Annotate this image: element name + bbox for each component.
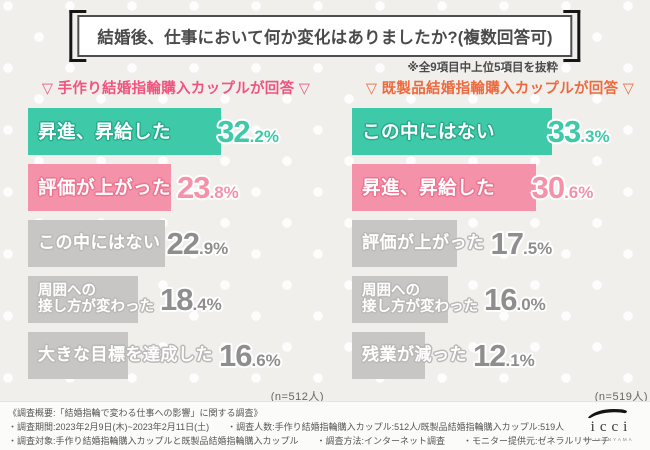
bar-label: 周囲への 接し方が変わった [362,282,478,315]
bar-fill [28,220,166,267]
note-text: ※全9項目中上位5項目を抜粋 [407,62,558,74]
bar-value-integer: 18 [160,282,193,317]
bar-row: 周囲への 接し方が変わった 16.0% [352,276,648,323]
bar-row: 昇進、昇給した 30.6% [352,164,648,211]
bar-value-decimal: .6% [251,351,281,370]
bar-fill [352,220,457,267]
bar-row: この中にはない 22.9% [28,220,324,267]
bar-overlay: 評価が上がった 23.8% [28,164,324,211]
bar-label: 昇進、昇給した [362,176,496,198]
bar-value: 32.2% [217,116,279,147]
bar-value-integer: 32 [217,114,250,149]
bar-label: 大きな目標を達成した [38,345,213,365]
title-bracket-left [69,10,87,62]
bar-overlay: 昇進、昇給した 32.2% [28,108,324,155]
chart-readymade-couples: ▽ 既製品結婚指輪購入カップルが回答 ▽ この中にはない 33.3% 昇進、昇給した… [352,78,648,404]
bar-label: 評価が上がった [362,233,485,253]
bar-fill [352,108,552,155]
bar-overlay: この中にはない 33.3% [352,108,648,155]
chart-header: ▽ 既製品結婚指輪購入カップルが回答 ▽ [365,81,635,97]
bar-value-decimal: .4% [192,295,222,314]
title-block: 結婚後、仕事において何か変化はありましたか?(複数回答可) [69,10,581,62]
logo-wordmark: icci [590,419,633,435]
bar-fill [28,108,222,155]
bar-row: 周囲への 接し方が変わった 18.4% [28,276,324,323]
page-title: 結婚後、仕事において何か変化はありましたか?(複数回答可) [77,15,573,57]
bar-overlay: 周囲への 接し方が変わった 18.4% [28,276,324,323]
bar-overlay: 昇進、昇給した 30.6% [352,164,648,211]
bar-value-integer: 23 [177,170,210,205]
bar-row: 残業が減った 12.1% [352,332,648,379]
bar-row: 昇進、昇給した 32.2% [28,108,324,155]
bar-overlay: 大きな目標を達成した 16.6% [28,332,324,379]
bar-value-decimal: .8% [209,183,239,202]
sample-size: (n=512人) [270,391,324,403]
bar-overlay: 周囲への 接し方が変わった 16.0% [352,276,648,323]
bar-fill [28,276,139,323]
bar-value-decimal: .1% [505,351,535,370]
bar-fill [352,332,425,379]
chart-handmade-couples: ▽ 手作り結婚指輪購入カップルが回答 ▽ 昇進、昇給した 32.2% 評価が上がった… [28,78,324,404]
brush-stroke-icon [588,408,628,419]
bar-rows: 昇進、昇給した 32.2% 評価が上がった 23.8% この中にはない 22.9% 周囲への… [28,108,324,379]
bar-value-decimal: .5% [522,239,553,258]
bar-label: 残業が減った [362,345,467,365]
survey-period-count: ・調査期間:2023年2月9日(木)~2023年2月11日(土) ・調査人数:手… [8,421,565,432]
bar-value: 30.6% [532,172,594,203]
bar-value: 23.8% [177,172,239,203]
bar-value-decimal: .9% [198,239,229,258]
bar-overlay: 評価が上がった 17.5% [352,220,648,267]
bar-row: 評価が上がった 23.8% [28,164,324,211]
bar-value: 17.5% [491,228,553,259]
bar-label: この中にはない [362,120,496,142]
logo-subtext: DAIKANYAMA [584,437,634,442]
bar-value: 18.4% [160,284,222,315]
survey-footer: 《調査概要:「結婚指輪で変わる仕事への影響」に関する調査》 ・調査期間:2023… [0,401,650,450]
bar-value-integer: 22 [166,226,200,261]
bar-row: 評価が上がった 17.5% [352,220,648,267]
bar-value-integer: 33 [547,114,581,149]
bar-fill [352,164,536,211]
bar-value-integer: 12 [473,338,506,373]
bar-label: この中にはない [38,233,161,253]
title-bracket-right [563,10,581,62]
bar-label: 周囲への 接し方が変わった [38,282,154,315]
sample-size: (n=519人) [594,391,648,403]
bar-label: 昇進、昇給した [38,120,172,142]
bar-row: 大きな目標を達成した 16.6% [28,332,324,379]
bar-overlay: 残業が減った 12.1% [352,332,648,379]
bar-value: 16.0% [484,284,546,315]
chart-header: ▽ 手作り結婚指輪購入カップルが回答 ▽ [41,81,311,97]
bar-value-integer: 16 [484,282,517,317]
survey-method: ・調査対象:手作り結婚指輪購入カップルと既製品結婚指輪購入カップル ・調査方法:… [8,435,610,446]
bar-value-integer: 17 [490,226,524,261]
bar-overlay: この中にはない 22.9% [28,220,324,267]
bar-fill [28,164,171,211]
bar-fill [352,276,448,323]
bar-value: 16.6% [219,340,281,371]
bar-value-integer: 16 [219,338,252,373]
bar-rows: この中にはない 33.3% 昇進、昇給した 30.6% 評価が上がった 17.5% 周囲への… [352,108,648,379]
survey-overview: 《調査概要:「結婚指輪で変わる仕事への影響」に関する調査》 [8,408,263,418]
bar-value-integer: 30 [531,170,565,205]
bar-value-decimal: .3% [580,127,610,146]
bar-row: この中にはない 33.3% [352,108,648,155]
bar-value-decimal: .6% [564,183,594,202]
bar-value-decimal: .0% [516,295,546,314]
bar-value: 22.9% [167,228,229,259]
bar-value-decimal: .2% [249,127,279,146]
bar-value: 33.3% [548,116,610,147]
bar-fill [28,332,128,379]
bar-value: 12.1% [473,340,535,371]
bar-label: 評価が上がった [38,176,172,198]
icci-logo: icci DAIKANYAMA [580,406,638,442]
